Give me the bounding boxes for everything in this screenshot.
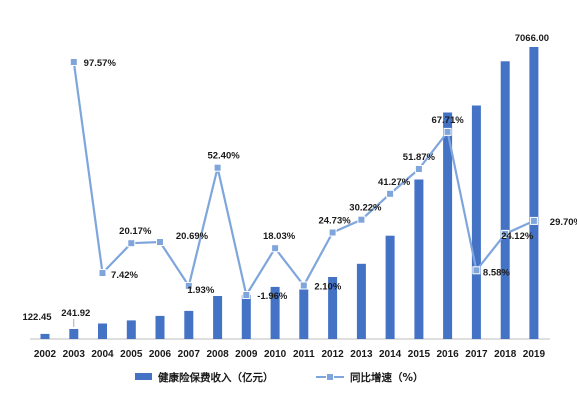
bar-2004 [98,323,107,339]
x-tick-2005: 2005 [120,349,143,360]
x-axis-tick-labels: 2002 2003 2004 2005 2006 2007 2008 2009 2010 2011… [34,349,546,360]
line-label-2014: 41.27% [378,177,411,188]
line-label-2010: 18.03% [263,231,296,242]
line-marker-2009 [242,291,251,299]
legend-swatch-marker [326,373,334,381]
bar-2019 [529,47,539,339]
line-label-2004: 7.42% [111,270,138,281]
line-label-2003: 97.57% [84,58,117,69]
line-label-2017: 8.58% [483,267,510,278]
line-marker-2017 [472,266,481,275]
growth-line [72,61,535,297]
line-marker-2006 [156,238,164,246]
x-tick-2009: 2009 [235,349,258,360]
bar-2016 [443,112,453,339]
legend-swatch-bar [135,373,152,380]
x-tick-2007: 2007 [178,349,201,360]
x-tick-2006: 2006 [149,349,172,360]
bar-2009 [241,294,251,339]
x-tick-2008: 2008 [206,349,229,360]
line-label-2011: 2.10% [314,282,341,293]
bar-2012 [328,277,338,339]
line-marker-2011 [299,281,308,290]
bar-2003 [69,329,79,339]
line-label-2018: 24.12% [501,231,534,242]
line-marker-2003 [69,58,78,66]
line-marker-2019 [529,216,538,225]
line-marker-2008 [213,163,222,172]
line-label-2006: 20.69% [176,231,209,242]
line-label-2009: -1.96% [257,291,288,302]
line-marker-2012 [328,228,337,237]
line-data-labels: 97.57% 7.42% 20.17% 20.69% 1.93% 52.40% -1.96%… [84,58,577,302]
line-marker-2016 [443,127,452,136]
bar-2008 [213,296,223,339]
x-tick-2019: 2019 [523,349,546,360]
bar-2013 [356,263,366,339]
legend-label-line: 同比增速（%） [350,371,424,384]
bar-series [40,47,539,340]
line-marker-2014 [386,189,395,198]
bar-label-2002: 122.45 [22,312,52,323]
line-label-2016: 67.71% [431,115,464,126]
line-marker-2018 [501,229,510,238]
x-tick-2004: 2004 [91,349,114,360]
x-tick-2017: 2017 [465,349,488,360]
legend: 健康险保费收入（亿元） 同比增速（%） [135,371,424,384]
bar-label-2019: 7066.00 [515,33,549,44]
x-tick-2010: 2010 [264,349,287,360]
bar-2011 [299,289,309,339]
x-tick-2002: 2002 [34,349,57,360]
bar-data-labels: 122.45 241.92 7066.00 [22,33,549,327]
bar-2005 [126,320,136,339]
line-label-2019: 29.70% [550,217,577,228]
x-tick-2011: 2011 [293,349,315,360]
x-tick-2018: 2018 [494,349,517,360]
bar-2002 [40,333,50,339]
x-tick-2014: 2014 [379,349,402,360]
x-tick-2015: 2015 [408,349,431,360]
bar-2015 [414,179,424,339]
line-series [69,58,538,299]
line-label-2005: 20.17% [119,226,152,237]
line-marker-2005 [127,239,136,248]
line-label-2015: 51.87% [403,152,436,163]
line-label-2007: 1.93% [187,285,214,296]
bar-2018 [500,61,510,340]
line-marker-2007 [184,281,193,290]
bar-label-2003: 241.92 [61,308,90,319]
bar-2006 [155,315,165,339]
line-label-2012: 24.73% [318,216,351,227]
x-tick-2013: 2013 [350,349,373,360]
line-marker-2010 [271,244,280,253]
line-label-2013: 30.22% [349,203,382,214]
bar-2010 [270,286,280,339]
x-tick-2012: 2012 [321,349,344,360]
bar-2014 [385,235,395,339]
line-marker-2013 [357,215,366,224]
bar-2017 [471,105,481,339]
line-marker-2015 [414,165,423,173]
line-label-2008: 52.40% [207,151,240,162]
line-marker-2004 [98,269,107,277]
bar-2007 [184,310,194,339]
x-tick-2016: 2016 [436,349,459,360]
x-tick-2003: 2003 [63,349,86,360]
legend-label-bar: 健康险保费收入（亿元） [158,371,274,384]
